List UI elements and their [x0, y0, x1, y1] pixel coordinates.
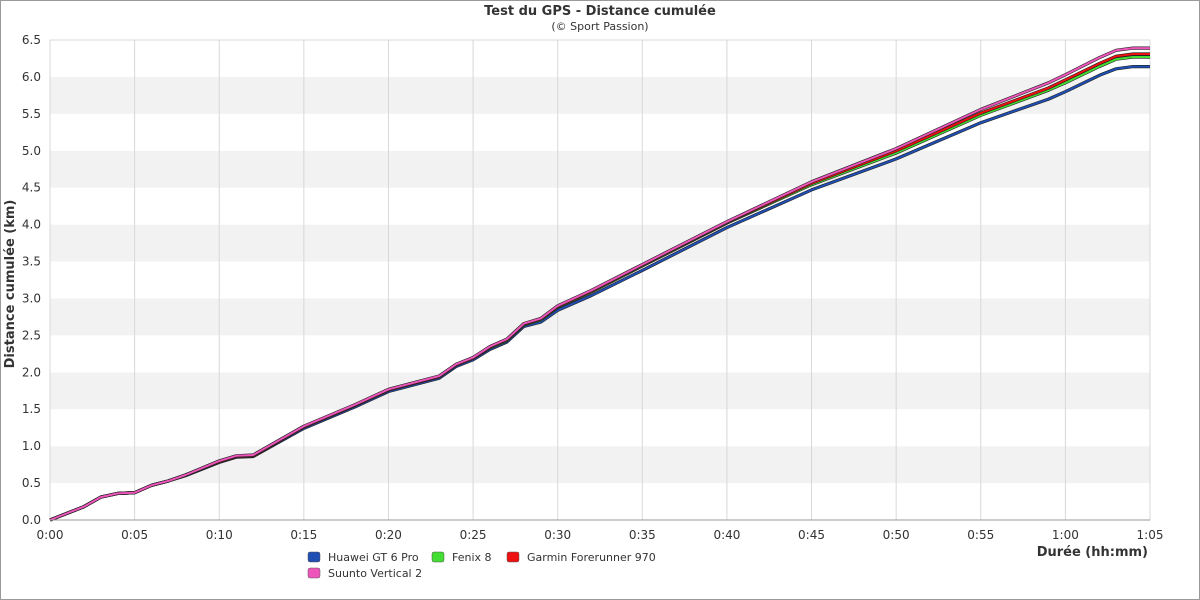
x-tick-label: 0:00 — [37, 528, 64, 542]
plot-band — [50, 150, 1150, 188]
series-line-4 — [49, 47, 1150, 521]
plot-band — [50, 76, 1150, 114]
y-tick-label: 0.0 — [22, 513, 41, 527]
chart-title: Test du GPS - Distance cumulée — [484, 4, 716, 19]
x-tick-label: 0:50 — [883, 528, 910, 542]
legend-label: Garmin Forerunner 970 — [527, 551, 656, 564]
legend: Huawei GT 6 Pro Fenix 8 Garmin Forerunner … — [307, 551, 656, 580]
plot-band — [50, 40, 1150, 77]
y-tick-label: 3.0 — [22, 291, 41, 305]
plot-band — [50, 298, 1150, 336]
y-tick-label: 0.5 — [22, 476, 41, 490]
plot-band — [50, 335, 1150, 373]
plot-band — [50, 224, 1150, 262]
x-tick-label: 0:20 — [375, 528, 402, 542]
x-tick-label: 0:25 — [460, 528, 487, 542]
x-tick-label: 0:40 — [713, 528, 740, 542]
y-tick-labels: 0.0 0.5 1.0 1.5 2.0 2.5 3.0 3.5 4.0 4.5 5.0 5.5 6.0 6… — [22, 33, 41, 527]
x-tick-label: 0:15 — [290, 528, 317, 542]
legend-swatch — [431, 551, 445, 563]
x-tick-label: 1:05 — [1137, 528, 1164, 542]
x-tick-label: 0:30 — [544, 528, 571, 542]
legend-label: Fenix 8 — [452, 551, 492, 564]
legend-swatch — [307, 551, 321, 563]
x-tick-label: 0:55 — [967, 528, 994, 542]
x-tick-label: 0:05 — [121, 528, 148, 542]
plot-bands — [50, 40, 1150, 520]
plot-band — [50, 409, 1150, 447]
x-axis-title: Durée (hh:mm) — [1037, 545, 1148, 560]
y-tick-label: 3.5 — [22, 255, 41, 269]
y-tick-label: 6.5 — [22, 33, 41, 47]
legend-swatch — [307, 567, 321, 579]
x-tick-labels: 0:00 0:05 0:10 0:15 0:20 0:25 0:30 0:35 0:40 0:45… — [37, 528, 1164, 542]
x-tick-label: 0:35 — [629, 528, 656, 542]
legend-swatch — [506, 551, 520, 563]
plot-band — [50, 187, 1150, 225]
y-tick-label: 6.0 — [22, 70, 41, 84]
legend-label: Suunto Vertical 2 — [328, 567, 422, 580]
legend-label: Huawei GT 6 Pro — [328, 551, 419, 564]
x-tick-label: 0:10 — [206, 528, 233, 542]
plot-band — [50, 446, 1150, 484]
y-tick-label: 1.0 — [22, 439, 41, 453]
x-tick-label: 0:45 — [798, 528, 825, 542]
plot-band — [50, 113, 1150, 151]
series-lines — [49, 46, 1150, 522]
y-tick-label: 4.5 — [22, 181, 41, 195]
y-tick-label: 2.5 — [22, 328, 41, 342]
y-tick-label: 4.0 — [22, 218, 41, 232]
x-tick-label: 1:00 — [1052, 528, 1079, 542]
plot-band — [50, 372, 1150, 410]
chart-subtitle: (© Sport Passion) — [551, 20, 648, 33]
y-axis-title: Distance cumulée (km) — [3, 200, 18, 369]
plot-band — [50, 483, 1150, 520]
y-tick-label: 5.5 — [22, 107, 41, 121]
y-tick-label: 1.5 — [22, 402, 41, 416]
y-tick-label: 2.0 — [22, 365, 41, 379]
y-tick-label: 5.0 — [22, 144, 41, 158]
